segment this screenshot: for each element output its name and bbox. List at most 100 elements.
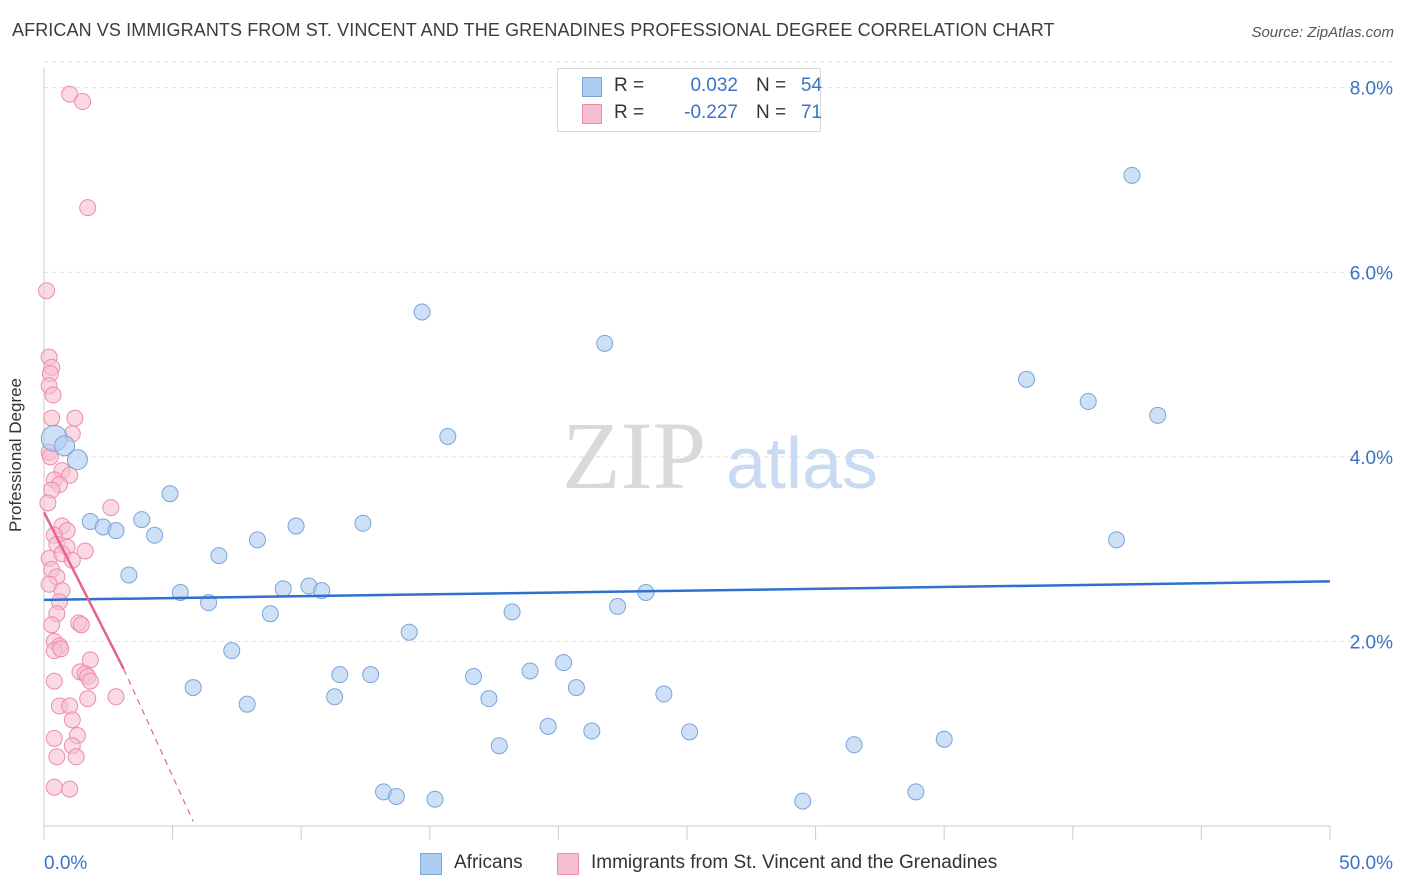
- legend-swatch-pink: [582, 104, 602, 124]
- legend-n-value: 54: [800, 75, 822, 96]
- data-point-africans: [66, 449, 88, 471]
- watermark: ZIP atlas: [562, 402, 878, 509]
- x-tick-label: 0.0%: [44, 853, 87, 874]
- data-point-immigrants: [43, 616, 61, 634]
- data-point-africans: [171, 584, 189, 602]
- legend-stats: R = 0.032 N = 54 R = -0.227 N = 71: [557, 68, 822, 132]
- data-point-africans: [465, 667, 483, 685]
- data-point-africans: [120, 566, 138, 584]
- data-point-africans: [794, 792, 812, 810]
- legend-swatch-blue: [582, 77, 602, 97]
- data-point-immigrants: [45, 672, 63, 690]
- series-immigrants-st-vincent: [38, 85, 125, 798]
- data-point-africans: [326, 688, 344, 706]
- data-point-immigrants: [63, 711, 81, 729]
- y-tick-label: 6.0%: [1350, 263, 1393, 284]
- data-point-africans: [490, 737, 508, 755]
- data-point-africans: [107, 522, 125, 540]
- data-point-africans: [521, 662, 539, 680]
- y-tick-label: 4.0%: [1350, 448, 1393, 469]
- data-point-africans: [1079, 392, 1097, 410]
- data-point-africans: [238, 695, 256, 713]
- series-africans: [40, 166, 1167, 810]
- trend-line-africans: [43, 580, 1331, 602]
- data-point-immigrants: [66, 409, 84, 427]
- data-point-africans: [1018, 370, 1036, 388]
- data-point-africans: [439, 428, 457, 446]
- legend-swatch-blue: [420, 853, 442, 875]
- data-point-africans: [655, 685, 673, 703]
- data-point-africans: [146, 526, 164, 544]
- data-point-africans: [210, 547, 228, 565]
- data-point-africans: [362, 666, 380, 684]
- legend-n-label: N =: [756, 102, 787, 123]
- legend-r-label: R =: [614, 75, 645, 96]
- data-point-immigrants: [61, 697, 79, 715]
- data-point-africans: [413, 303, 431, 321]
- data-point-africans: [609, 597, 627, 615]
- data-point-immigrants: [74, 93, 92, 111]
- watermark-zip: ZIP: [562, 402, 706, 509]
- trend-lines: [42, 511, 1331, 822]
- data-point-africans: [223, 642, 241, 660]
- data-point-africans: [567, 679, 585, 697]
- data-point-africans: [54, 435, 76, 457]
- data-point-africans: [400, 623, 418, 641]
- legend-label-africans: Africans: [454, 852, 523, 873]
- trend-line-immigrants-extension: [123, 668, 194, 822]
- data-point-immigrants: [52, 640, 70, 658]
- data-point-immigrants: [107, 688, 125, 706]
- data-point-immigrants: [102, 499, 120, 517]
- data-point-africans: [261, 605, 279, 623]
- data-point-immigrants: [72, 616, 90, 634]
- data-point-africans: [681, 723, 699, 741]
- legend-label-immigrants: Immigrants from St. Vincent and the Gren…: [591, 852, 998, 873]
- data-point-africans: [596, 334, 614, 352]
- chart-title: AFRICAN VS IMMIGRANTS FROM ST. VINCENT A…: [12, 20, 1055, 40]
- data-point-immigrants: [61, 85, 79, 103]
- legend-swatch-pink: [557, 853, 579, 875]
- y-tick-label: 2.0%: [1350, 632, 1393, 653]
- data-point-africans: [354, 514, 372, 532]
- data-point-africans: [248, 531, 266, 549]
- data-point-africans: [539, 717, 557, 735]
- data-point-immigrants: [39, 494, 57, 512]
- data-point-immigrants: [79, 199, 97, 217]
- y-tick-label: 8.0%: [1350, 79, 1393, 100]
- data-point-immigrants: [43, 409, 61, 427]
- data-point-immigrants: [38, 282, 56, 300]
- gridlines: [44, 61, 1392, 642]
- data-point-africans: [287, 517, 305, 535]
- data-point-immigrants: [76, 542, 94, 560]
- data-point-africans: [935, 730, 953, 748]
- data-point-immigrants: [81, 672, 99, 690]
- data-point-africans: [907, 783, 925, 801]
- data-point-africans: [161, 485, 179, 503]
- data-point-immigrants: [44, 386, 62, 404]
- legend-r-label: R =: [614, 102, 645, 123]
- legend-n-value: 71: [800, 102, 822, 123]
- data-point-africans: [555, 654, 573, 672]
- source-label: Source: ZipAtlas.com: [1251, 24, 1394, 41]
- data-point-africans: [426, 790, 444, 808]
- data-point-africans: [387, 787, 405, 805]
- data-point-africans: [583, 722, 601, 740]
- data-point-africans: [184, 679, 202, 697]
- tick-labels: 2.0% 4.0% 6.0% 8.0% 0.0% 50.0%: [44, 79, 1393, 874]
- data-point-immigrants: [45, 778, 63, 796]
- data-point-africans: [1108, 531, 1126, 549]
- y-axis-label: Professional Degree: [6, 377, 25, 533]
- data-point-africans: [1149, 406, 1167, 424]
- data-point-africans: [845, 736, 863, 754]
- data-point-africans: [1123, 166, 1141, 184]
- data-point-immigrants: [79, 690, 97, 708]
- data-point-immigrants: [61, 780, 79, 798]
- x-tick-label: 50.0%: [1339, 853, 1393, 874]
- legend-n-label: N =: [756, 75, 787, 96]
- data-point-immigrants: [48, 748, 66, 766]
- data-point-immigrants: [45, 729, 63, 747]
- data-point-africans: [133, 511, 151, 529]
- trend-line-immigrants: [42, 511, 125, 670]
- data-point-africans: [331, 666, 349, 684]
